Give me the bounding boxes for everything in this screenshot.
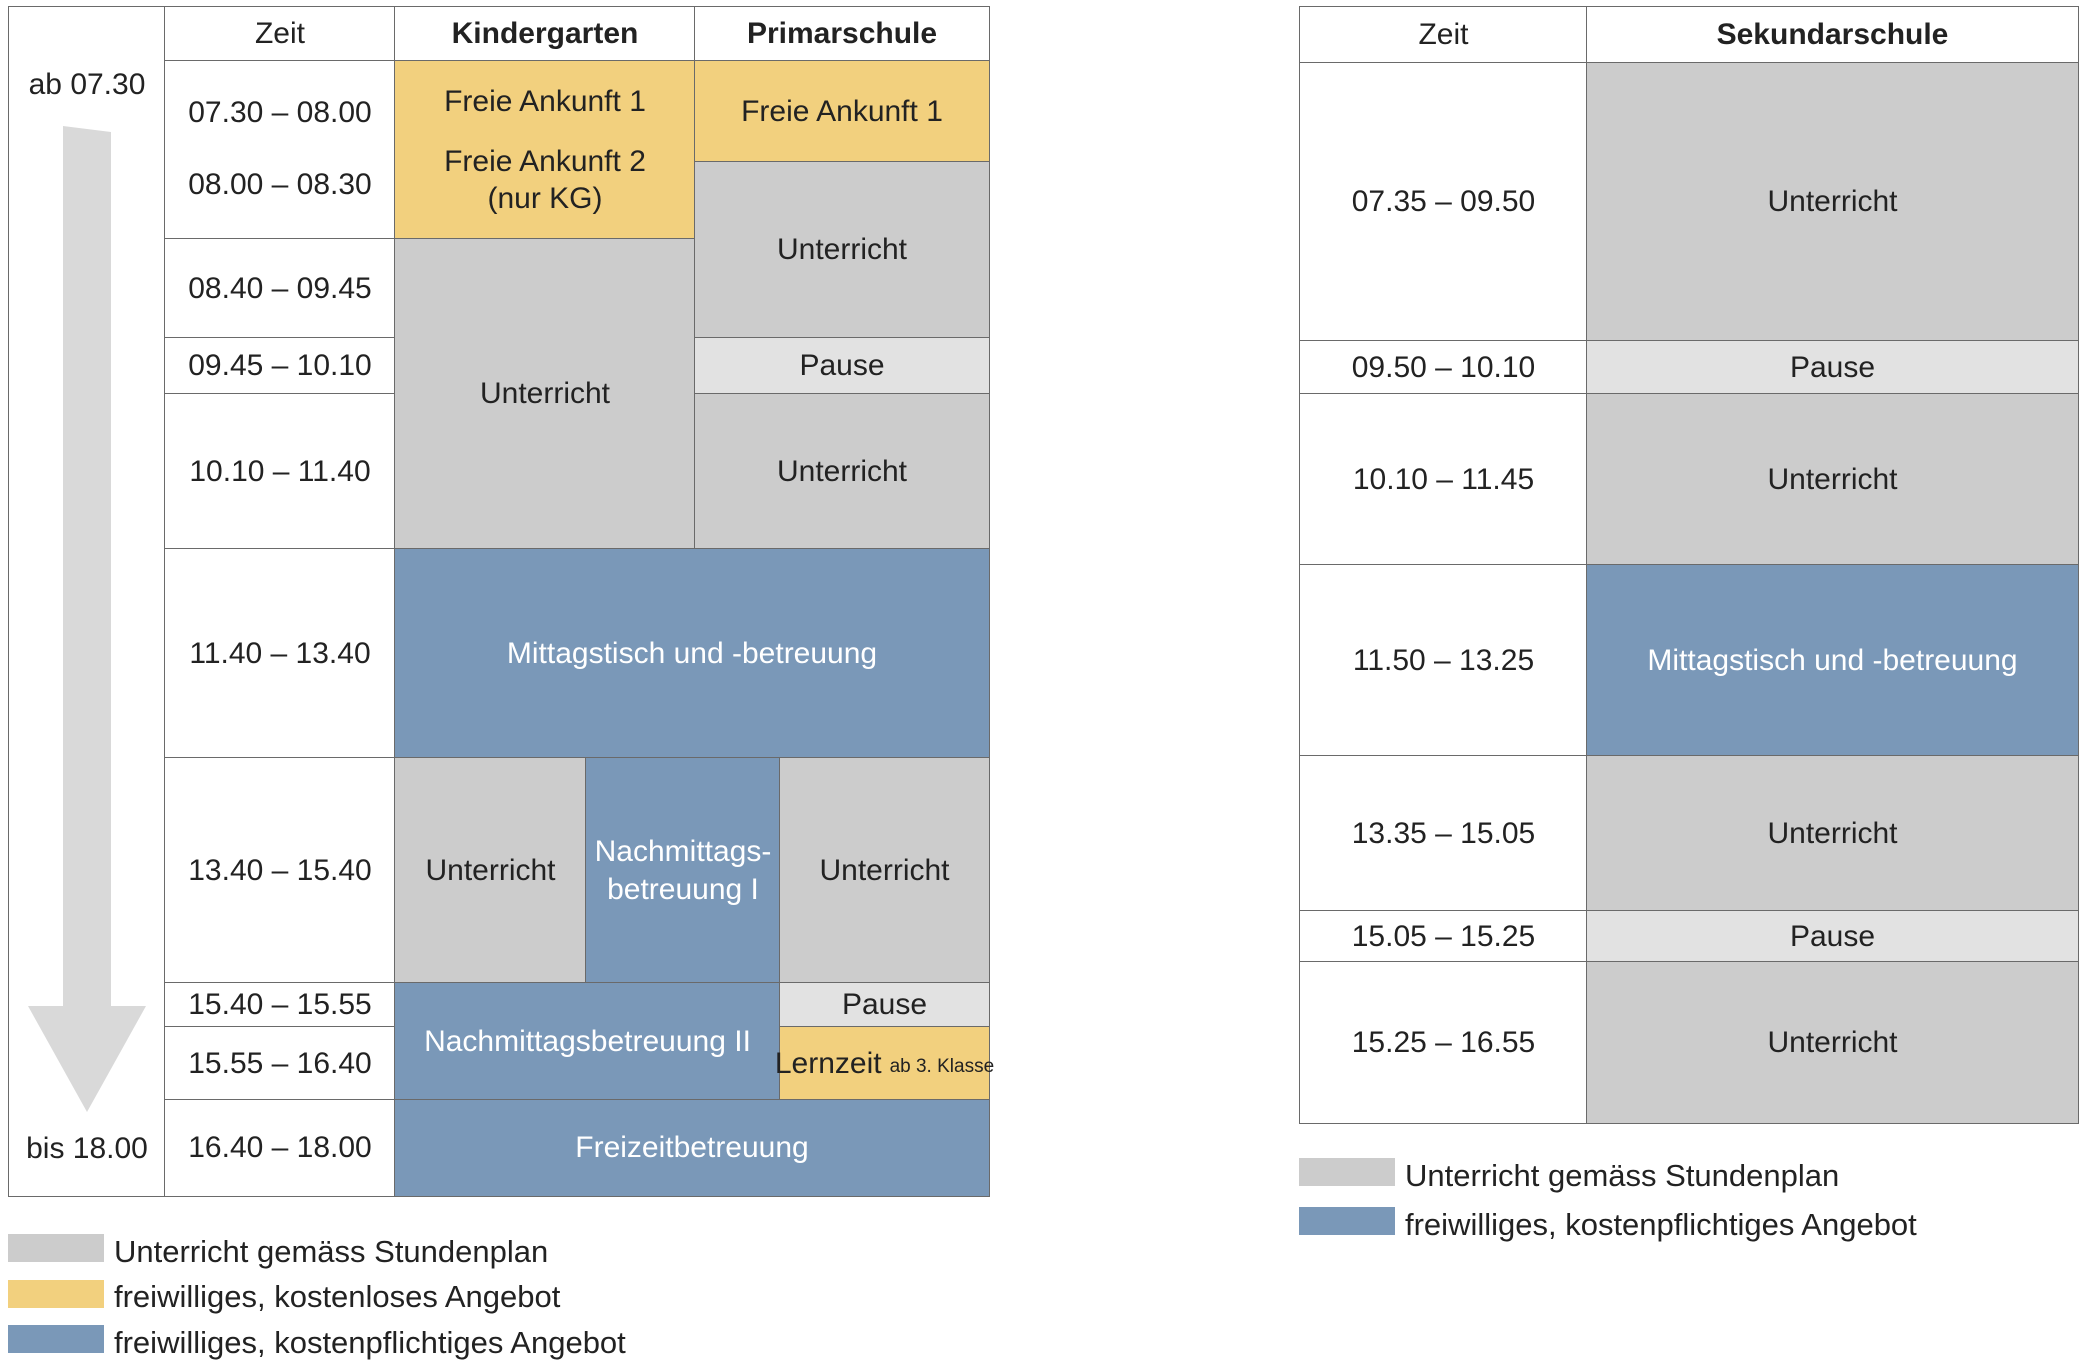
lernzeit-label: Lernzeit	[774, 1046, 882, 1080]
sek-unterricht: Unterricht	[1586, 961, 2079, 1124]
mittagstisch-betreuung: Mittagstisch und -betreuung	[394, 548, 990, 759]
time-cell: 07.35 – 09.50	[1299, 62, 1588, 342]
time-cell: 09.50 – 10.10	[1299, 340, 1588, 395]
ps-lernzeit: Lernzeit ab 3. Klasse	[775, 1026, 994, 1101]
time-cell: 15.25 – 16.55	[1299, 961, 1588, 1124]
sek-pause: Pause	[1586, 340, 2079, 395]
ps-pause: Pause	[694, 337, 990, 395]
sek-mittagstisch: Mittagstisch und -betreuung	[1586, 564, 2079, 757]
header-zeit: Zeit	[164, 6, 396, 62]
time-label: 08.00 – 08.30	[188, 168, 372, 202]
time-cell: 11.50 – 13.25	[1299, 564, 1588, 757]
nachmittagsbetreuung-1: Nachmittags- betreuung I	[585, 757, 781, 984]
header-sekundarschule: Sekundarschule	[1586, 6, 2079, 64]
time-cell-0730-0830: 07.30 – 08.00 08.00 – 08.30	[164, 60, 396, 240]
time-cell: 11.40 – 13.40	[164, 548, 396, 759]
legend-text: freiwilliges, kostenloses Angebot	[114, 1279, 561, 1314]
time-cell: 10.10 – 11.45	[1299, 393, 1588, 566]
arrow-end-label: bis 18.00	[26, 1132, 148, 1166]
time-cell: 08.40 – 09.45	[164, 238, 396, 339]
time-cell: 13.40 – 15.40	[164, 757, 396, 984]
legend-swatch-kostenlos	[8, 1280, 104, 1308]
sek-unterricht: Unterricht	[1586, 393, 2079, 566]
time-cell: 15.05 – 15.25	[1299, 910, 1588, 963]
legend-swatch-kostenpflichtig	[8, 1325, 104, 1353]
kg-nur-kg-note: (nur KG)	[487, 182, 603, 215]
ps-pause-afternoon: Pause	[779, 982, 990, 1028]
legend-text: freiwilliges, kostenpflichtiges Angebot	[114, 1325, 626, 1360]
ps-unterricht-afternoon: Unterricht	[779, 757, 990, 984]
down-arrow-icon	[28, 126, 146, 1112]
legend-swatch-unterricht	[8, 1234, 104, 1262]
ps-unterricht-1: Unterricht	[694, 161, 990, 339]
sek-unterricht: Unterricht	[1586, 755, 2079, 912]
legend-text: freiwilliges, kostenpflichtiges Angebot	[1405, 1207, 1917, 1242]
kg-freie-ankunft-1-label: Freie Ankunft 1	[444, 85, 646, 118]
ps-freie-ankunft: Freie Ankunft 1	[694, 60, 990, 163]
lernzeit-note: ab 3. Klasse	[889, 1055, 995, 1077]
arrow-start-label: ab 07.30	[28, 68, 146, 102]
time-cell: 09.45 – 10.10	[164, 337, 396, 395]
legend-text: Unterricht gemäss Stundenplan	[114, 1234, 549, 1269]
legend-swatch-unterricht	[1299, 1158, 1395, 1186]
ps-unterricht-2: Unterricht	[694, 393, 990, 550]
legend-swatch-kostenpflichtig	[1299, 1207, 1395, 1235]
kg-unterricht-afternoon: Unterricht	[394, 757, 587, 984]
freizeitbetreuung: Freizeitbetreuung	[394, 1099, 990, 1197]
header-primarschule: Primarschule	[694, 6, 990, 62]
time-cell: 16.40 – 18.00	[164, 1099, 396, 1197]
time-cell: 10.10 – 11.40	[164, 393, 396, 550]
header-kindergarten: Kindergarten	[394, 6, 696, 62]
time-cell: 15.55 – 16.40	[164, 1026, 396, 1101]
nachmittagsbetreuung-1-line1: Nachmittags-	[594, 835, 772, 868]
kg-freie-ankunft: Freie Ankunft 1 Freie Ankunft 2 (nur KG)	[394, 60, 696, 240]
nachmittagsbetreuung-2: Nachmittagsbetreuung II	[394, 982, 781, 1101]
header-zeit: Zeit	[1299, 6, 1588, 64]
time-cell: 15.40 – 15.55	[164, 982, 396, 1028]
time-cell: 13.35 – 15.05	[1299, 755, 1588, 912]
sek-pause: Pause	[1586, 910, 2079, 963]
nachmittagsbetreuung-1-line2: betreuung I	[607, 872, 759, 906]
time-label: 07.30 – 08.00	[188, 96, 372, 130]
kg-freie-ankunft-2-label: Freie Ankunft 2	[444, 144, 646, 178]
kg-unterricht-morning: Unterricht	[394, 238, 696, 550]
sek-unterricht: Unterricht	[1586, 62, 2079, 342]
legend-text: Unterricht gemäss Stundenplan	[1405, 1158, 1840, 1193]
